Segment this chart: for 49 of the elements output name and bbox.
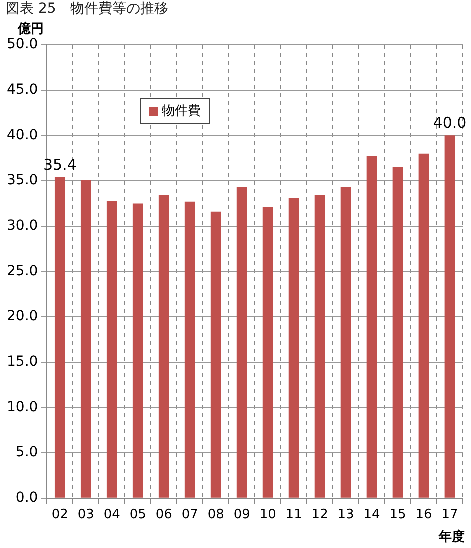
bar (366, 156, 378, 498)
y-tick-label: 25.0 (7, 263, 38, 280)
x-tick-label: 06 (156, 508, 172, 523)
bar (210, 212, 222, 498)
y-axis-title: 億円 (18, 20, 44, 38)
y-tick-label: 30.0 (7, 218, 38, 234)
x-tick-label: 12 (312, 508, 328, 523)
y-tick-label: 20.0 (7, 308, 38, 325)
x-tick-label: 09 (234, 508, 250, 523)
bar (54, 177, 66, 498)
x-tick-label: 11 (286, 508, 302, 523)
x-tick-label: 05 (130, 508, 146, 523)
data-label: 35.4 (43, 156, 77, 174)
x-tick-label: 04 (104, 508, 120, 523)
x-tick-label: 02 (52, 508, 68, 523)
chart-title: 図表 25 物件費等の推移 (6, 0, 168, 18)
x-tick-label: 03 (78, 508, 94, 523)
y-tick-label: 10.0 (7, 399, 38, 416)
x-tick-label: 08 (208, 508, 224, 523)
x-tick-label: 17 (442, 508, 458, 523)
x-tick-label: 14 (364, 508, 380, 523)
x-tick-label: 10 (260, 508, 276, 523)
bar (236, 187, 248, 498)
x-tick-label: 07 (182, 508, 198, 523)
data-label: 40.0 (433, 114, 467, 132)
x-tick-label: 13 (338, 508, 354, 523)
y-tick-label: 45.0 (7, 82, 38, 98)
y-tick-label: 0.0 (16, 490, 38, 506)
bar (418, 154, 430, 498)
legend-label: 物件費 (162, 103, 201, 120)
x-tick-label: 15 (390, 508, 406, 523)
bar (340, 187, 352, 498)
bar (184, 202, 196, 498)
bar (314, 196, 326, 498)
bar (80, 180, 92, 498)
y-tick-label: 35.0 (7, 172, 38, 189)
y-tick-label: 5.0 (16, 444, 38, 461)
bar (288, 198, 300, 498)
y-tick-label: 15.0 (7, 354, 38, 370)
y-tick-label: 40.0 (7, 127, 38, 144)
bar (262, 207, 274, 498)
x-tick-label: 16 (416, 508, 432, 523)
bar (106, 200, 118, 498)
bar (444, 136, 456, 498)
x-axis-title: 年度 (439, 528, 465, 546)
bar (392, 167, 404, 498)
y-tick-label: 50.0 (7, 36, 38, 53)
bar (132, 204, 144, 498)
bar (158, 196, 170, 498)
